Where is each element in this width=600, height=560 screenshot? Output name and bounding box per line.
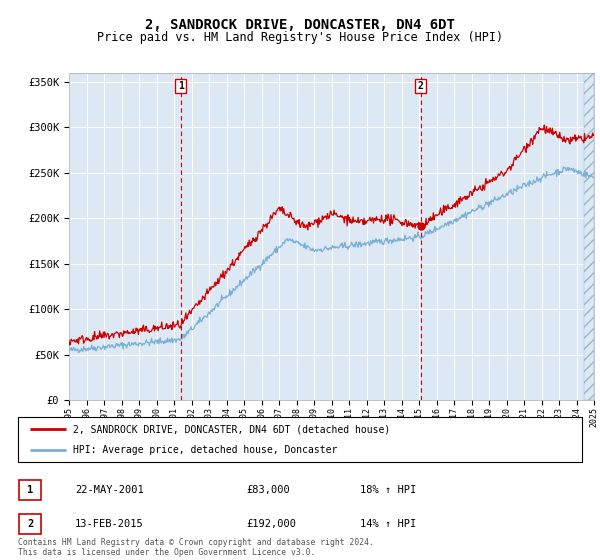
Text: 2: 2 <box>418 81 424 91</box>
Text: 22-MAY-2001: 22-MAY-2001 <box>75 485 144 495</box>
Text: Price paid vs. HM Land Registry's House Price Index (HPI): Price paid vs. HM Land Registry's House … <box>97 31 503 44</box>
Text: HPI: Average price, detached house, Doncaster: HPI: Average price, detached house, Donc… <box>73 445 338 455</box>
FancyBboxPatch shape <box>19 480 41 500</box>
Text: 2, SANDROCK DRIVE, DONCASTER, DN4 6DT: 2, SANDROCK DRIVE, DONCASTER, DN4 6DT <box>145 18 455 32</box>
Bar <box>584 73 594 400</box>
FancyBboxPatch shape <box>19 514 41 534</box>
FancyBboxPatch shape <box>18 417 582 462</box>
Text: Contains HM Land Registry data © Crown copyright and database right 2024.
This d: Contains HM Land Registry data © Crown c… <box>18 538 374 557</box>
Text: 2, SANDROCK DRIVE, DONCASTER, DN4 6DT (detached house): 2, SANDROCK DRIVE, DONCASTER, DN4 6DT (d… <box>73 424 391 435</box>
Text: 1: 1 <box>27 485 33 495</box>
Text: 14% ↑ HPI: 14% ↑ HPI <box>360 519 416 529</box>
Text: £192,000: £192,000 <box>246 519 296 529</box>
Text: 1: 1 <box>178 81 184 91</box>
Text: 13-FEB-2015: 13-FEB-2015 <box>75 519 144 529</box>
Text: 18% ↑ HPI: 18% ↑ HPI <box>360 485 416 495</box>
Text: £83,000: £83,000 <box>246 485 290 495</box>
Text: 2: 2 <box>27 519 33 529</box>
